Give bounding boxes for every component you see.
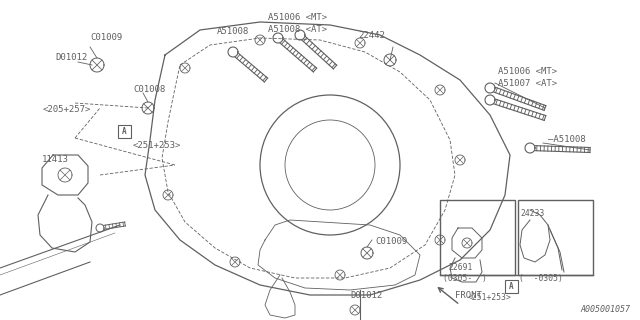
Text: A51007 <AT>: A51007 <AT> bbox=[498, 79, 557, 89]
Text: 11413: 11413 bbox=[42, 156, 69, 164]
Text: A51008 <AT>: A51008 <AT> bbox=[268, 26, 327, 35]
Text: —A51008: —A51008 bbox=[548, 135, 586, 145]
Text: FRONT: FRONT bbox=[455, 291, 482, 300]
Text: <251+253>: <251+253> bbox=[468, 292, 512, 301]
Text: (0305-  ): (0305- ) bbox=[443, 274, 487, 283]
Text: (  -0305): ( -0305) bbox=[519, 274, 563, 283]
Bar bbox=[518, 200, 593, 275]
Text: D01012: D01012 bbox=[350, 291, 382, 300]
Text: 22691: 22691 bbox=[448, 262, 472, 271]
Text: A51006 <MT>: A51006 <MT> bbox=[498, 68, 557, 76]
Bar bbox=[440, 200, 515, 275]
Text: D01012: D01012 bbox=[55, 53, 87, 62]
Bar bbox=[118, 125, 131, 138]
Text: C01009: C01009 bbox=[90, 34, 122, 43]
Text: A005001057: A005001057 bbox=[580, 305, 630, 314]
Text: <251+253>: <251+253> bbox=[133, 140, 181, 149]
Text: A51008: A51008 bbox=[217, 28, 249, 36]
Text: A: A bbox=[509, 282, 514, 291]
Text: 22442: 22442 bbox=[358, 30, 385, 39]
Text: C01008: C01008 bbox=[133, 85, 165, 94]
Text: <205+257>: <205+257> bbox=[43, 106, 92, 115]
Bar bbox=[505, 280, 518, 293]
Text: 24233: 24233 bbox=[520, 209, 545, 218]
Text: A51006 <MT>: A51006 <MT> bbox=[268, 13, 327, 22]
Text: C01009: C01009 bbox=[375, 237, 407, 246]
Text: A: A bbox=[122, 126, 126, 135]
